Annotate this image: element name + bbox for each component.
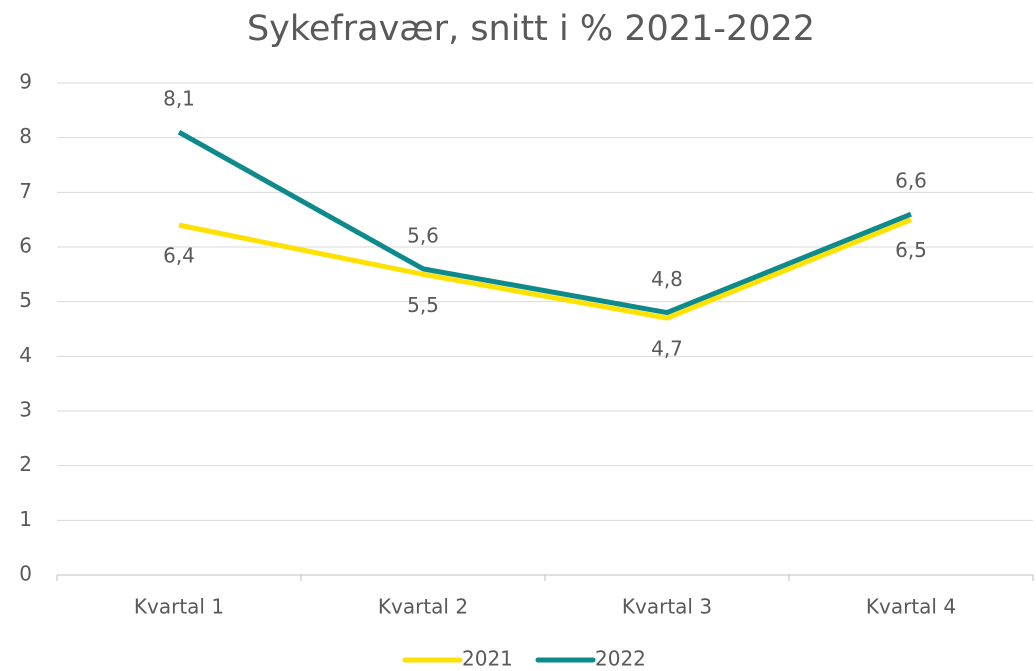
data-label: 4,7	[651, 337, 683, 361]
data-label: 5,6	[407, 223, 439, 247]
y-tick-label: 0	[19, 562, 32, 586]
chart-title: Sykefravær, snitt i % 2021-2022	[247, 9, 815, 49]
y-tick-label: 5	[19, 288, 32, 312]
legend-label: 2022	[595, 647, 646, 671]
y-tick-label: 2	[19, 452, 32, 476]
y-tick-label: 7	[19, 179, 32, 203]
y-tick-label: 9	[19, 70, 32, 94]
series-line	[177, 130, 912, 316]
series-line	[178, 217, 912, 321]
y-tick-label: 4	[19, 343, 32, 367]
data-label: 5,5	[407, 293, 439, 317]
y-tick-label: 1	[19, 507, 32, 531]
x-tick-label: Kvartal 2	[378, 595, 468, 619]
data-label: 6,6	[895, 169, 927, 193]
data-label: 4,8	[651, 267, 683, 291]
x-tick-label: Kvartal 1	[134, 595, 224, 619]
data-label: 6,4	[163, 244, 195, 268]
data-label: 6,5	[895, 238, 927, 262]
data-label: 8,1	[163, 87, 195, 111]
y-tick-label: 3	[19, 398, 32, 422]
x-tick-label: Kvartal 4	[866, 595, 956, 619]
y-tick-label: 6	[19, 234, 32, 258]
y-tick-label: 8	[19, 124, 32, 148]
legend-label: 2021	[462, 647, 513, 671]
x-tick-label: Kvartal 3	[622, 595, 712, 619]
